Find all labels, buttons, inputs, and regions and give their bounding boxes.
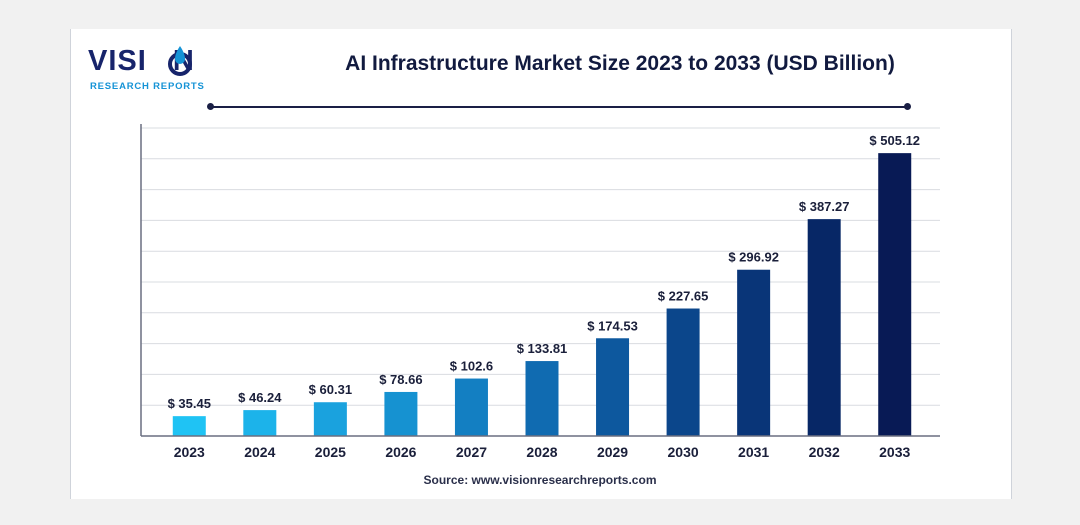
x-tick-labels: 2023 2024 2025 2026 2027 2028 2029 2030 2031 2032…	[174, 444, 911, 460]
x-tick-2030: 2030	[668, 444, 699, 460]
water-drop-icon	[168, 46, 192, 76]
bar-2031	[737, 269, 771, 436]
value-label-2024: $ 46.24	[238, 390, 282, 405]
bars	[172, 153, 912, 436]
value-label-2027: $ 102.6	[450, 359, 493, 374]
rule-dot-right	[904, 103, 911, 110]
x-tick-2025: 2025	[315, 444, 346, 460]
value-label-2033: $ 505.12	[869, 133, 920, 148]
value-label-2028: $ 133.81	[517, 341, 568, 356]
bar-2025	[313, 402, 347, 436]
bar-2033	[878, 153, 912, 436]
value-label-2032: $ 387.27	[799, 199, 850, 214]
logo-tagline: RESEARCH REPORTS	[90, 81, 205, 92]
logo-wordmark: VISIN	[88, 45, 194, 77]
x-tick-2023: 2023	[174, 444, 205, 460]
bar-2029	[596, 338, 630, 436]
value-labels: $ 35.45 $ 46.24 $ 60.31 $ 78.66 $ 102.6 $ 133…	[168, 133, 920, 411]
chart-title: AI Infrastructure Market Size 2023 to 20…	[345, 52, 895, 75]
bar-2030	[666, 308, 700, 436]
x-tick-2026: 2026	[385, 444, 416, 460]
source-note: Source: www.visionresearchreports.com	[423, 473, 657, 487]
bar-2024	[243, 410, 277, 436]
x-tick-2031: 2031	[738, 444, 769, 460]
bar-2026	[384, 391, 418, 436]
value-label-2026: $ 78.66	[379, 372, 422, 387]
vision-logo: VISIN RESEARCH REPORTS	[88, 44, 228, 96]
x-tick-2028: 2028	[526, 444, 557, 460]
bar-2032	[807, 219, 841, 436]
bar-2023	[172, 416, 206, 436]
title-rule	[210, 106, 910, 108]
x-tick-2024: 2024	[244, 444, 275, 460]
x-tick-2027: 2027	[456, 444, 487, 460]
x-tick-2032: 2032	[809, 444, 840, 460]
bar-2027	[454, 378, 488, 436]
bar-2028	[525, 361, 559, 436]
x-tick-2033: 2033	[879, 444, 910, 460]
value-label-2025: $ 60.31	[309, 382, 352, 397]
value-label-2023: $ 35.45	[168, 396, 211, 411]
value-label-2029: $ 174.53	[587, 318, 638, 333]
value-label-2030: $ 227.65	[658, 289, 709, 304]
value-label-2031: $ 296.92	[728, 250, 779, 265]
x-tick-2029: 2029	[597, 444, 628, 460]
